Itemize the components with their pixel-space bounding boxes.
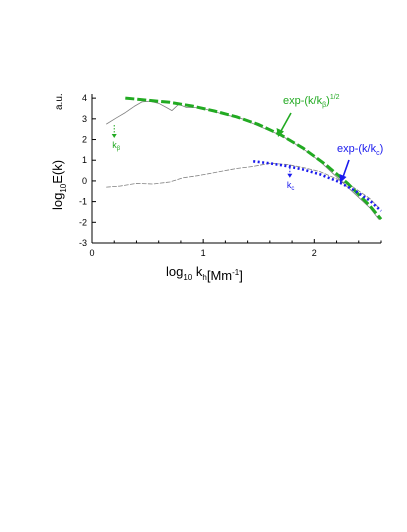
exp-c-sub: c xyxy=(376,150,380,157)
x-label-var-sub: h xyxy=(202,273,206,282)
exp-beta-arrow-shaft xyxy=(280,112,292,132)
k-c-base: k xyxy=(287,180,292,190)
x-tick-label: 2 xyxy=(312,248,317,258)
y-axis-unit: a.u. xyxy=(54,93,65,110)
k-c-arrow-head xyxy=(287,173,293,178)
axis-labels: log10 kh[Mm-1]log10E(k)a.u. xyxy=(50,93,243,283)
x-label-sub: 10 xyxy=(183,273,192,282)
y-tick-label: -3 xyxy=(79,238,87,248)
y-label-sub: 10 xyxy=(59,183,68,192)
exp-c-arrow-head xyxy=(339,174,347,183)
y-tick-label: 2 xyxy=(82,135,87,145)
exp-beta-arrow-head xyxy=(276,128,284,137)
y-label-base: log xyxy=(50,193,65,210)
x-label-var: k xyxy=(192,264,203,279)
exp-c-prefix: exp-(k/k xyxy=(337,143,377,155)
k-beta-label: kβ xyxy=(112,140,121,152)
x-label-unit: [Mm xyxy=(207,268,232,283)
exp-beta-label: exp-(k/kβ)1/2 xyxy=(283,94,340,109)
exp-beta-prefix: exp-(k/k xyxy=(283,95,323,107)
exp-beta-sub: β xyxy=(322,102,326,109)
x-tick-label: 1 xyxy=(201,248,206,258)
x-label-unit-end: ] xyxy=(239,268,243,283)
series-line-3 xyxy=(125,96,383,221)
x-label-base: log xyxy=(166,264,183,279)
series-group xyxy=(106,96,383,221)
exp-beta-suffix: ) xyxy=(326,95,330,107)
k-c-label: kc xyxy=(287,180,295,192)
series-line-1 xyxy=(141,100,380,220)
series-line-2 xyxy=(106,162,380,209)
y-tick-label: 4 xyxy=(82,93,87,103)
y-label-rest: E(k) xyxy=(50,160,65,184)
x-tick-label: 0 xyxy=(89,248,94,258)
k-beta-arrow-head xyxy=(111,134,117,139)
y-tick-label: 3 xyxy=(82,114,87,124)
exp-beta-sup: 1/2 xyxy=(330,94,340,101)
exp-c-label: exp-(k/kc) xyxy=(337,143,383,157)
k-beta-base: k xyxy=(112,140,117,150)
series-line-4 xyxy=(253,160,382,212)
y-tick-label: -2 xyxy=(79,217,87,227)
x-label-unit-sup: -1 xyxy=(232,268,240,277)
series-line-0 xyxy=(106,101,143,125)
axes: -3 -2 -1 0 1 2 3 4 0 1 2 xyxy=(79,93,382,258)
y-tick-label: 1 xyxy=(82,155,87,165)
x-axis-label: log10 kh[Mm-1] xyxy=(166,264,243,283)
exp-c-arrow-shaft xyxy=(342,159,350,178)
y-axis-label: log10E(k) xyxy=(50,160,68,210)
y-tick-label: 0 xyxy=(82,176,87,186)
k-beta-sub: β xyxy=(117,146,121,152)
y-tick-label: -1 xyxy=(79,197,87,207)
y-axis-label-group: log10E(k) a.u. xyxy=(50,93,68,210)
exp-c-suffix: ) xyxy=(380,143,384,155)
k-c-sub: c xyxy=(291,186,294,192)
